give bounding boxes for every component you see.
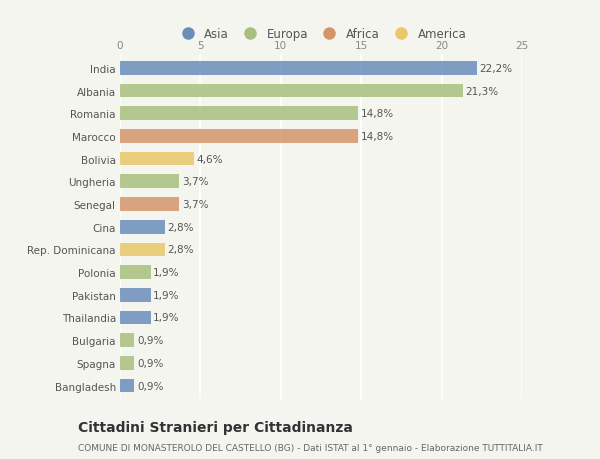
Bar	[120, 243, 165, 257]
Text: 3,7%: 3,7%	[182, 177, 208, 187]
Text: 14,8%: 14,8%	[361, 132, 394, 142]
Bar	[120, 175, 179, 189]
Text: 2,8%: 2,8%	[167, 245, 194, 255]
Bar	[120, 266, 151, 279]
Bar	[120, 152, 194, 166]
Legend: Asia, Europa, Africa, America: Asia, Europa, Africa, America	[171, 23, 471, 45]
Text: 0,9%: 0,9%	[137, 381, 163, 391]
Bar	[120, 84, 463, 98]
Text: Cittadini Stranieri per Cittadinanza: Cittadini Stranieri per Cittadinanza	[78, 420, 353, 434]
Text: 22,2%: 22,2%	[479, 64, 512, 73]
Text: 3,7%: 3,7%	[182, 200, 208, 210]
Text: 1,9%: 1,9%	[153, 313, 179, 323]
Bar	[120, 288, 151, 302]
Text: COMUNE DI MONASTEROLO DEL CASTELLO (BG) - Dati ISTAT al 1° gennaio - Elaborazion: COMUNE DI MONASTEROLO DEL CASTELLO (BG) …	[78, 443, 543, 452]
Text: 0,9%: 0,9%	[137, 358, 163, 368]
Text: 21,3%: 21,3%	[465, 86, 498, 96]
Bar	[120, 198, 179, 211]
Bar	[120, 311, 151, 325]
Text: 4,6%: 4,6%	[196, 154, 223, 164]
Bar	[120, 356, 134, 370]
Bar	[120, 107, 358, 121]
Text: 14,8%: 14,8%	[361, 109, 394, 119]
Text: 1,9%: 1,9%	[153, 268, 179, 278]
Bar	[120, 62, 477, 75]
Bar	[120, 334, 134, 347]
Text: 1,9%: 1,9%	[153, 290, 179, 300]
Text: 2,8%: 2,8%	[167, 222, 194, 232]
Bar	[120, 130, 358, 143]
Text: 0,9%: 0,9%	[137, 336, 163, 346]
Bar	[120, 379, 134, 392]
Bar	[120, 220, 165, 234]
